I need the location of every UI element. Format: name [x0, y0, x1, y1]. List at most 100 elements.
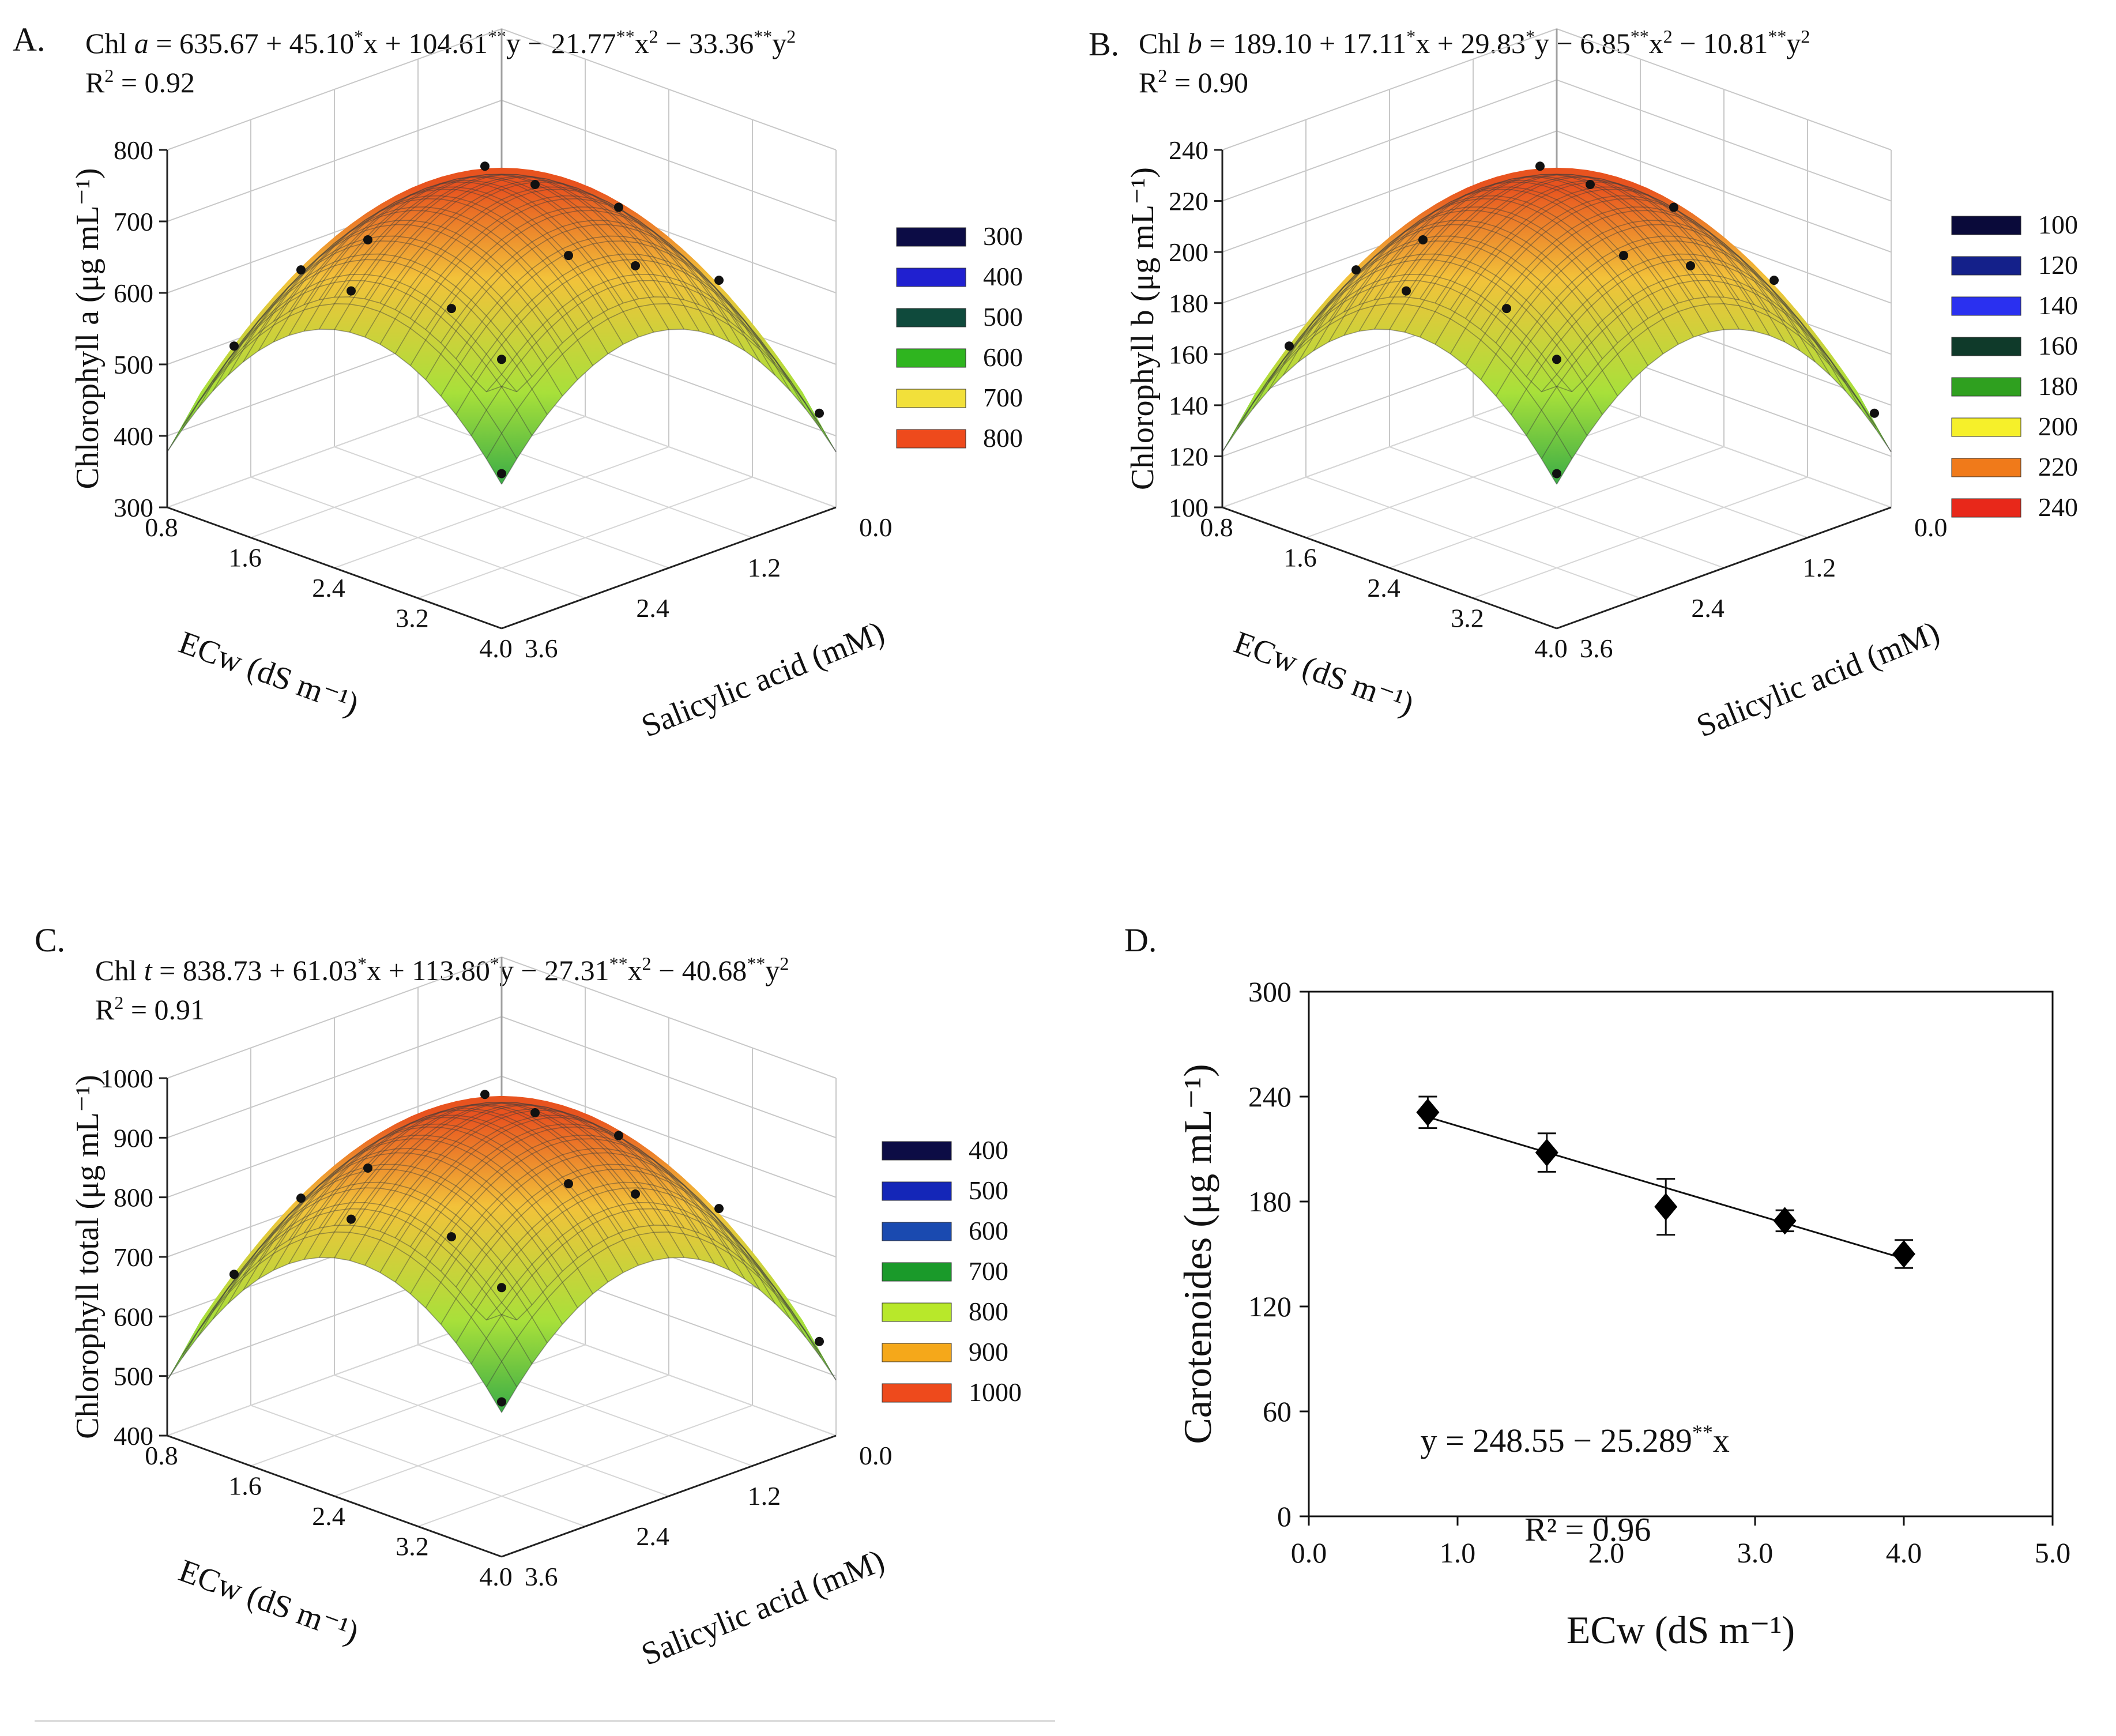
mesh-line	[1495, 220, 1831, 376]
mesh-line	[394, 1126, 731, 1283]
legend-swatch	[1951, 337, 2021, 356]
gridline	[1556, 386, 1892, 508]
regression-equation: Chl t = 838.73 + 61.03*x + 113.80*y − 27…	[95, 953, 789, 986]
mesh-line	[379, 189, 715, 345]
surface-fill	[1222, 167, 1891, 484]
mesh-line	[425, 224, 760, 380]
y-tick-label: 120	[1248, 1290, 1292, 1323]
equation-text: x	[1713, 1422, 1730, 1459]
data-point	[1402, 286, 1411, 296]
x-tick-label: 3.2	[396, 604, 429, 633]
color-legend: 300 400 500 600 700 800	[896, 221, 1023, 453]
mesh-line	[1358, 181, 1694, 338]
mesh-line	[243, 1135, 578, 1291]
mesh-line	[227, 220, 563, 376]
data-point	[229, 341, 239, 351]
data-point	[815, 1336, 824, 1346]
legend-label: 500	[969, 1176, 1008, 1205]
panel-d: D. 0 60 120 180 240 300 0.0 1.0 2.0 3.0 4.0 5.0 ECw …	[1124, 921, 2070, 1652]
panel-c: C. Chl t = 838.73 + 61.03*x + 113.80*y −…	[35, 921, 1055, 1722]
legend-swatch	[1951, 458, 2021, 477]
mesh-line	[273, 1126, 609, 1283]
y-tick-label: 1.2	[748, 1481, 781, 1511]
data-point	[497, 469, 506, 479]
legend-swatch	[882, 1141, 952, 1161]
mesh-line	[258, 195, 593, 351]
mesh-line	[318, 1105, 654, 1261]
mesh-line	[440, 240, 776, 397]
legend-swatch	[882, 1222, 952, 1241]
y-axis-title: Salicylic acid (mM)	[1692, 615, 1944, 744]
mesh-line	[318, 176, 654, 333]
mesh-line	[485, 1202, 822, 1358]
regression-equation: y = 248.55 − 25.289**x	[1421, 1421, 1730, 1459]
mesh-line	[1252, 280, 1588, 436]
mesh-line	[1449, 186, 1786, 342]
data-point	[497, 1283, 506, 1293]
legend-swatch	[1951, 216, 2021, 235]
mesh-line	[1222, 329, 1557, 485]
axis-line	[1556, 506, 1892, 630]
y-tick-label: 0.0	[859, 513, 893, 542]
x-tick-label: 2.4	[312, 1501, 345, 1531]
gridline	[167, 1314, 502, 1436]
mesh-line	[440, 220, 776, 376]
x-tick-label: 2.4	[312, 573, 345, 602]
mesh-line	[303, 1109, 639, 1266]
legend-swatch	[1951, 498, 2021, 518]
data-point	[229, 1270, 239, 1279]
r-squared: R² = 0.96	[1524, 1511, 1651, 1548]
data-point	[530, 1108, 540, 1117]
z-axis-title: Chlorophyll b (μg mL⁻¹)	[1125, 167, 1161, 490]
data-point	[363, 1163, 372, 1173]
x-tick-label: 0.8	[145, 513, 178, 542]
z-tick-label: 600	[114, 1302, 153, 1331]
x-tick-label: 1.6	[228, 1471, 262, 1501]
data-point	[564, 251, 573, 261]
data-point	[447, 304, 456, 314]
y-tick-label: 3.6	[1580, 634, 1613, 663]
x-tick-label: 3.0	[1737, 1537, 1774, 1569]
data-point	[1418, 235, 1428, 244]
data-point	[497, 355, 506, 364]
color-legend: 400 500 600 700 800 900 1000	[882, 1135, 1022, 1407]
data-point	[714, 276, 724, 285]
mesh-line	[1328, 186, 1664, 342]
z-tick-label: 400	[114, 1421, 153, 1451]
mesh-line	[288, 1108, 624, 1264]
legend-label: 200	[2038, 412, 2078, 441]
x-axis-title: ECw (dS m⁻¹)	[174, 624, 363, 722]
mesh-line	[501, 296, 837, 453]
data-point	[1416, 1098, 1440, 1127]
legend-swatch	[882, 1302, 952, 1322]
mesh-line	[334, 1102, 669, 1259]
mesh-line	[349, 1102, 685, 1258]
y-axis-title: Carotenoides (μg mL⁻¹)	[1176, 1064, 1219, 1444]
gridline	[334, 1375, 669, 1497]
legend-label: 400	[983, 262, 1023, 291]
data-point	[1669, 202, 1678, 212]
legend-label: 120	[2038, 250, 2078, 280]
mesh-line	[470, 280, 806, 436]
mesh-line	[243, 224, 578, 380]
legend-swatch	[882, 1181, 952, 1201]
mesh-line	[167, 1225, 502, 1381]
y-tick-label: 3.6	[525, 634, 558, 663]
mesh-line	[227, 1148, 563, 1304]
y-tick-label: 60	[1263, 1395, 1292, 1428]
mesh-line	[1541, 273, 1877, 430]
mesh-line	[303, 1104, 639, 1260]
data-point	[1552, 469, 1561, 479]
x-tick-label: 1.6	[228, 543, 262, 573]
mesh-line	[167, 296, 502, 453]
z-tick-label: 1000	[100, 1064, 153, 1093]
panel-letter: B.	[1089, 25, 1119, 63]
mesh-line	[1541, 303, 1877, 460]
mesh-line	[394, 186, 731, 342]
mesh-line	[1480, 224, 1816, 380]
data-point	[1535, 1139, 1558, 1167]
regression-equation: Chl a = 635.67 + 45.10*x + 104.61**y − 2…	[85, 26, 796, 59]
data-point	[1619, 251, 1628, 261]
z-tick-label: 300	[114, 493, 153, 522]
mesh-line	[1556, 296, 1892, 453]
